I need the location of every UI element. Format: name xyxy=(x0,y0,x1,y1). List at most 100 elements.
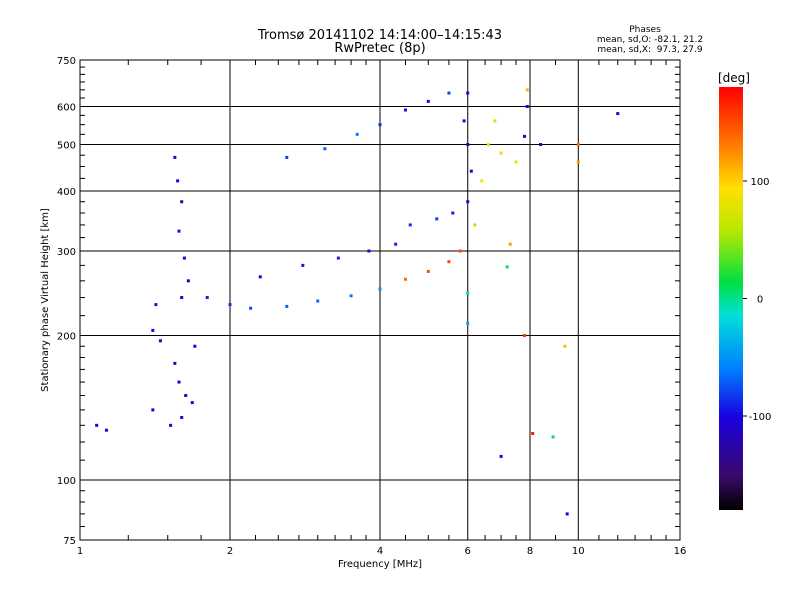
data-point xyxy=(180,296,184,300)
data-point xyxy=(531,432,535,436)
data-point xyxy=(499,454,503,458)
data-point xyxy=(480,179,484,183)
data-point xyxy=(323,147,327,151)
data-point xyxy=(378,287,382,291)
data-point xyxy=(184,394,188,398)
data-point xyxy=(493,119,497,123)
x-tick-label: 1 xyxy=(77,546,83,557)
stats-o-mode: mean, sd,O: -82.1, 21.2 xyxy=(596,35,704,45)
data-point xyxy=(316,299,320,303)
data-point xyxy=(466,143,470,147)
data-point xyxy=(462,119,466,123)
x-tick-labels: 1 2 4 6 8 10 16 xyxy=(77,546,687,557)
y-tick-label: 200 xyxy=(57,332,76,343)
data-point xyxy=(177,380,181,384)
data-point xyxy=(173,155,177,159)
y-tick-label: 100 xyxy=(57,476,76,487)
x-tick-label: 16 xyxy=(674,546,687,557)
data-point xyxy=(158,339,162,343)
data-point xyxy=(104,428,108,432)
data-point xyxy=(301,263,305,267)
data-point xyxy=(525,105,529,109)
data-point xyxy=(563,344,567,348)
plot-frame xyxy=(79,59,681,541)
data-point xyxy=(154,303,158,307)
y-tick-labels: 75 100 200 300 400 500 600 750 xyxy=(57,56,76,547)
chart-title: Tromsø 20141102 14:14:00–14:15:43 xyxy=(257,28,503,43)
data-point xyxy=(426,99,430,103)
x-tick-label: 8 xyxy=(527,546,533,557)
y-tick-label: 500 xyxy=(57,141,76,152)
data-point xyxy=(151,408,155,412)
data-point xyxy=(180,200,184,204)
colorbar-tick-label: 0 xyxy=(757,295,763,306)
data-point xyxy=(186,279,190,283)
y-axis-label: Stationary phase Virtual Height [km] xyxy=(40,208,51,392)
data-point xyxy=(525,88,529,92)
colorbar-label: [deg] xyxy=(718,71,750,85)
data-point xyxy=(349,294,353,298)
data-point xyxy=(169,423,173,427)
x-tick-label: 4 xyxy=(377,546,383,557)
data-point xyxy=(177,229,181,233)
data-point xyxy=(435,217,439,221)
data-point xyxy=(367,249,371,253)
data-point xyxy=(403,277,407,281)
data-point xyxy=(205,296,209,300)
data-point xyxy=(176,179,180,183)
data-point xyxy=(378,123,382,127)
data-point xyxy=(514,160,518,164)
data-point xyxy=(576,160,580,164)
data-point xyxy=(469,169,473,173)
data-point xyxy=(173,361,177,365)
data-point xyxy=(473,223,477,227)
data-point xyxy=(285,155,289,159)
colorbar xyxy=(719,87,743,510)
data-point xyxy=(508,242,512,246)
data-point xyxy=(458,249,462,253)
data-point xyxy=(523,334,527,338)
chart-subtitle: RwPretec (8p) xyxy=(334,41,426,56)
data-point xyxy=(258,275,262,279)
scatter-points xyxy=(95,88,620,516)
colorbar-ticks: -100 0 100 xyxy=(743,177,771,423)
data-point xyxy=(355,132,359,136)
data-point xyxy=(426,269,430,273)
stats-heading: Phases xyxy=(629,25,661,35)
data-point xyxy=(403,108,407,112)
data-point xyxy=(394,242,398,246)
data-point xyxy=(466,200,470,204)
data-point xyxy=(180,415,184,419)
data-point xyxy=(466,91,470,95)
grid-lines xyxy=(80,60,680,540)
axis-ticks xyxy=(80,60,680,540)
data-point xyxy=(616,112,620,116)
data-point xyxy=(486,143,490,147)
colorbar-tick-label: -100 xyxy=(749,412,772,423)
x-tick-label: 10 xyxy=(572,546,585,557)
y-tick-label: 600 xyxy=(57,103,76,114)
data-point xyxy=(466,291,470,295)
x-axis-label: Frequency [MHz] xyxy=(338,559,422,570)
data-point xyxy=(408,223,412,227)
colorbar-tick-label: 100 xyxy=(750,177,769,188)
data-point xyxy=(95,423,99,427)
data-point xyxy=(466,321,470,325)
data-point xyxy=(551,435,555,439)
data-point xyxy=(539,143,543,147)
y-tick-label: 300 xyxy=(57,247,76,258)
data-point xyxy=(151,328,155,332)
stats-x-mode: mean, sd,X: 97.3, 27.9 xyxy=(597,45,703,55)
data-point xyxy=(565,512,569,516)
data-point xyxy=(505,265,509,269)
data-point xyxy=(228,303,232,307)
data-point xyxy=(451,211,455,215)
data-point xyxy=(523,134,527,138)
x-tick-label: 6 xyxy=(465,546,471,557)
data-point xyxy=(447,260,451,264)
data-point xyxy=(447,91,451,95)
data-point xyxy=(576,143,580,147)
data-point xyxy=(182,256,186,260)
data-point xyxy=(285,304,289,308)
